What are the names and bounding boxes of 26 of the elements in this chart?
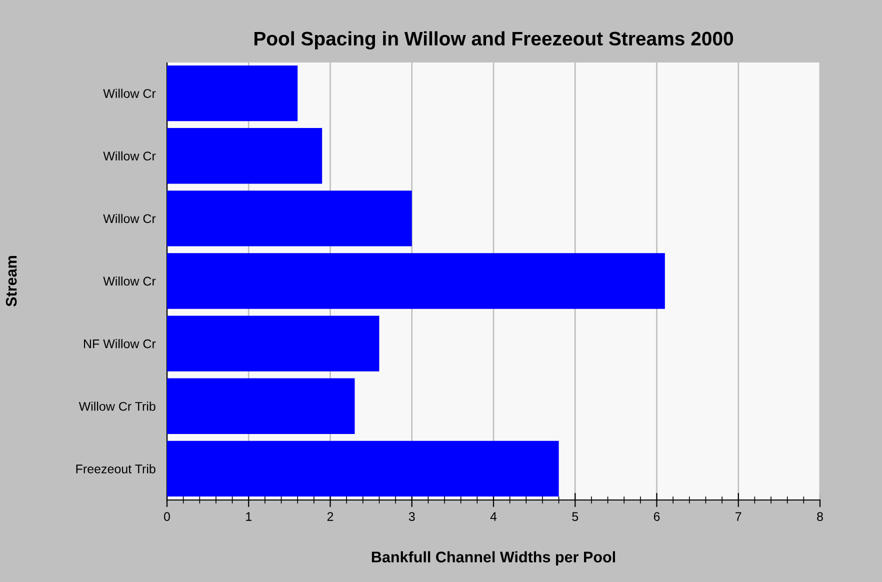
x-tick-label: 1	[246, 512, 252, 521]
bar	[167, 253, 665, 309]
x-tick-label: 7	[736, 512, 742, 521]
x-tick-label: 2	[327, 512, 334, 521]
bar	[167, 316, 380, 372]
y-tick-label: Willow Cr	[103, 214, 156, 224]
y-tick-label: NF Willow Cr	[84, 339, 156, 348]
y-tick-label: Willow Cr Trib	[78, 402, 156, 411]
chart-title: Pool Spacing in Willow and Freezeout Streams 2000	[254, 31, 734, 50]
y-axis-title: Stream	[6, 256, 17, 306]
y-tick-label: Willow Cr	[103, 151, 156, 161]
x-tick-label: 5	[572, 512, 578, 521]
x-tick-label: 8	[817, 512, 823, 521]
y-tick-label: Willow Cr	[103, 88, 156, 98]
bar	[167, 378, 355, 434]
bar	[167, 128, 322, 184]
bar	[167, 190, 412, 246]
bar	[167, 440, 559, 497]
x-tick-label: 4	[490, 512, 497, 521]
y-tick-label: Willow Cr	[103, 276, 156, 286]
x-tick-label: 3	[408, 512, 415, 521]
x-tick-label: 0	[164, 512, 170, 521]
x-axis-title: Bankfull Channel Widths per Pool	[372, 551, 616, 566]
y-tick-label: Freezeout Trib	[76, 464, 156, 474]
bar	[167, 65, 298, 122]
x-tick-label: 6	[654, 512, 660, 521]
